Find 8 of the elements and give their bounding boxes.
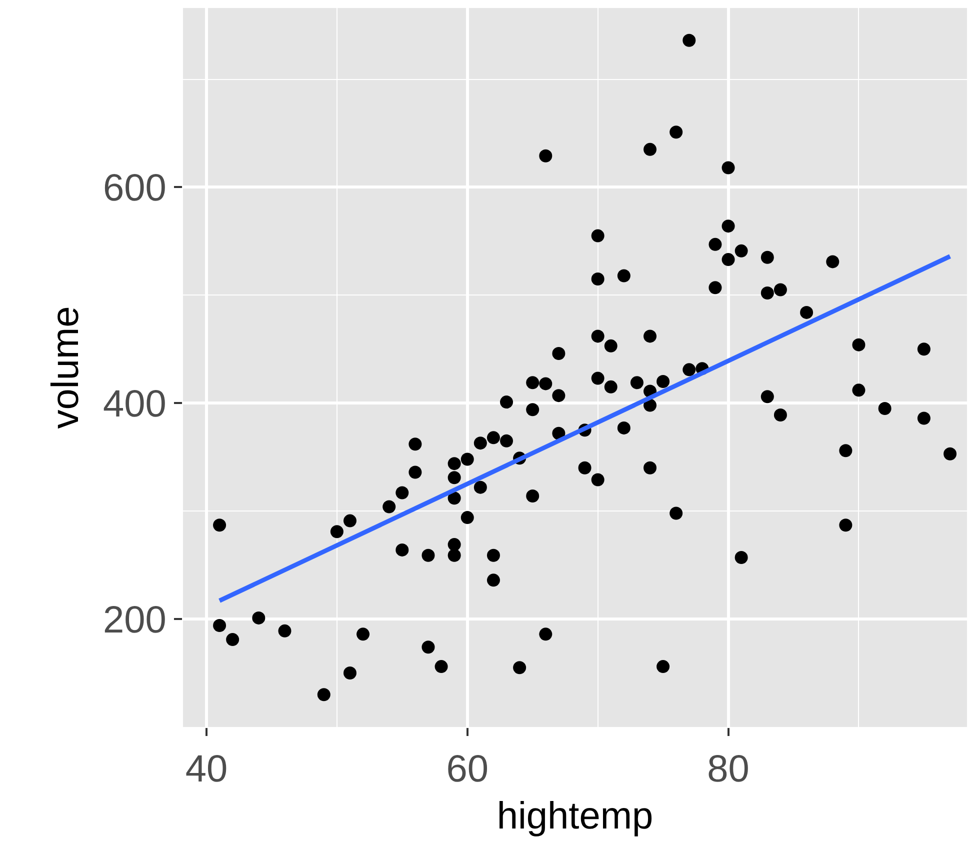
y-axis-title: volume — [45, 306, 88, 429]
x-tick-label: 60 — [446, 748, 489, 791]
x-axis-title: hightemp — [496, 796, 654, 838]
y-tick-label: 600 — [102, 168, 166, 210]
y-tick-label: 200 — [102, 599, 166, 642]
x-tick-label: 80 — [707, 748, 750, 791]
y-tick-label: 400 — [102, 383, 166, 426]
x-tick-label: 40 — [185, 748, 228, 791]
